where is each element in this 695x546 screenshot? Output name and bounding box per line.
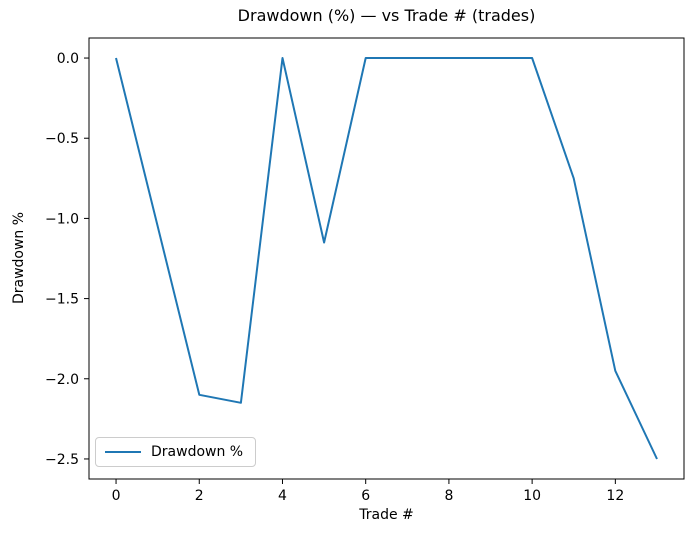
legend: Drawdown % [95,437,257,467]
x-tick-label: 10 [523,488,541,504]
x-tick-label: 2 [195,488,204,504]
x-axis-label: Trade # [359,507,414,523]
x-tick-label: 6 [361,488,370,504]
x-tick-label: 4 [278,488,287,504]
x-tick-label: 8 [444,488,453,504]
x-tick-label: 0 [112,488,121,504]
drawdown-line [115,57,658,460]
y-tick-label: −1.5 [45,292,79,308]
y-tick-label: −2.5 [45,452,79,468]
y-tick-label: −1.0 [45,211,79,227]
chart-title: Drawdown (%) — vs Trade # (trades) [237,6,536,25]
x-tick-label: 12 [606,488,624,504]
legend-line-sample [105,451,141,453]
legend-label: Drawdown % [151,444,244,460]
y-axis-label: Drawdown % [11,211,27,305]
y-tick-label: −2.0 [45,372,79,388]
axes-frame [88,37,685,480]
y-tick-label: 0.0 [57,51,79,67]
y-tick-label: −0.5 [45,131,79,147]
